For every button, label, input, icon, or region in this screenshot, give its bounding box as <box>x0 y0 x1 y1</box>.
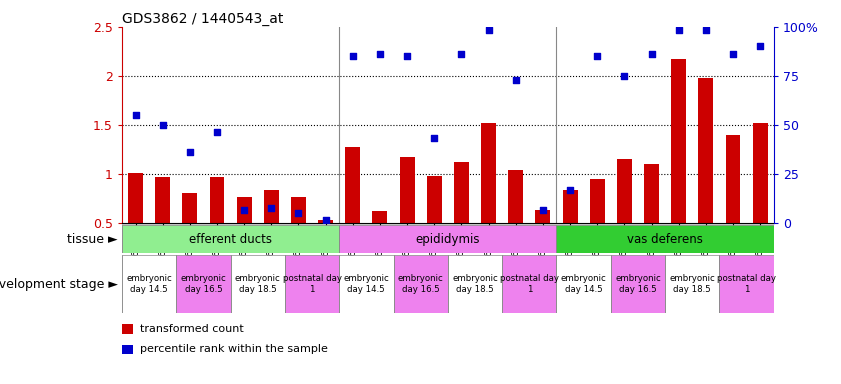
Bar <box>726 135 740 223</box>
Bar <box>264 190 278 223</box>
Text: percentile rank within the sample: percentile rank within the sample <box>140 344 327 354</box>
Point <box>699 27 712 33</box>
Bar <box>617 159 632 223</box>
Bar <box>508 170 523 223</box>
Bar <box>753 123 768 223</box>
Point <box>129 112 142 118</box>
Point <box>482 27 495 33</box>
Point <box>754 43 767 50</box>
Bar <box>502 255 557 313</box>
Point <box>509 77 522 83</box>
Bar <box>644 164 659 223</box>
Point <box>563 187 577 194</box>
Bar <box>394 255 447 313</box>
Text: epididymis: epididymis <box>415 233 480 245</box>
Text: embryonic
day 18.5: embryonic day 18.5 <box>669 275 715 294</box>
Point <box>373 51 387 57</box>
Bar <box>557 225 774 253</box>
Bar <box>536 210 550 223</box>
Text: development stage ►: development stage ► <box>0 278 118 291</box>
Text: tissue ►: tissue ► <box>67 233 118 245</box>
Bar <box>671 59 686 223</box>
Text: embryonic
day 14.5: embryonic day 14.5 <box>126 275 172 294</box>
Bar <box>177 255 230 313</box>
Bar <box>426 176 442 223</box>
Point <box>590 53 604 59</box>
Text: vas deferens: vas deferens <box>627 233 703 245</box>
Point <box>645 51 659 57</box>
Bar <box>665 255 719 313</box>
Text: postnatal day
1: postnatal day 1 <box>717 275 776 294</box>
Bar <box>230 255 285 313</box>
Text: efferent ducts: efferent ducts <box>189 233 272 245</box>
Bar <box>128 173 143 223</box>
Text: GDS3862 / 1440543_at: GDS3862 / 1440543_at <box>122 12 283 26</box>
Text: embryonic
day 18.5: embryonic day 18.5 <box>452 275 498 294</box>
Point <box>346 53 359 59</box>
Bar <box>373 211 388 223</box>
Text: transformed count: transformed count <box>140 324 243 334</box>
Point <box>455 51 468 57</box>
Text: embryonic
day 14.5: embryonic day 14.5 <box>561 275 606 294</box>
Bar <box>122 225 339 253</box>
Bar <box>339 225 557 253</box>
Bar <box>285 255 339 313</box>
Point <box>292 210 305 216</box>
Bar <box>481 123 496 223</box>
Bar <box>399 157 415 223</box>
Text: postnatal day
1: postnatal day 1 <box>283 275 341 294</box>
Bar <box>590 179 605 223</box>
Bar <box>209 177 225 223</box>
Point <box>400 53 414 59</box>
Bar <box>346 147 360 223</box>
Text: embryonic
day 14.5: embryonic day 14.5 <box>343 275 389 294</box>
Point <box>183 149 197 155</box>
Bar <box>318 220 333 223</box>
Bar <box>563 190 578 223</box>
Point <box>237 207 251 213</box>
Text: postnatal day
1: postnatal day 1 <box>500 275 558 294</box>
Bar <box>291 197 306 223</box>
Bar <box>156 177 170 223</box>
Bar <box>611 255 665 313</box>
Text: embryonic
day 16.5: embryonic day 16.5 <box>181 275 226 294</box>
Text: embryonic
day 16.5: embryonic day 16.5 <box>398 275 443 294</box>
Bar <box>719 255 774 313</box>
Point <box>210 129 224 135</box>
Bar <box>698 78 713 223</box>
Point <box>617 73 631 79</box>
Point <box>672 27 685 33</box>
Point <box>727 51 740 57</box>
Bar <box>182 194 198 223</box>
Bar <box>122 255 177 313</box>
Bar <box>447 255 502 313</box>
Text: embryonic
day 16.5: embryonic day 16.5 <box>615 275 661 294</box>
Point <box>319 217 332 223</box>
Bar <box>557 255 611 313</box>
Point <box>265 205 278 211</box>
Bar <box>454 162 469 223</box>
Point <box>156 122 169 128</box>
Text: embryonic
day 18.5: embryonic day 18.5 <box>235 275 281 294</box>
Bar <box>236 197 251 223</box>
Point <box>427 134 441 141</box>
Bar <box>339 255 394 313</box>
Point <box>537 207 550 213</box>
